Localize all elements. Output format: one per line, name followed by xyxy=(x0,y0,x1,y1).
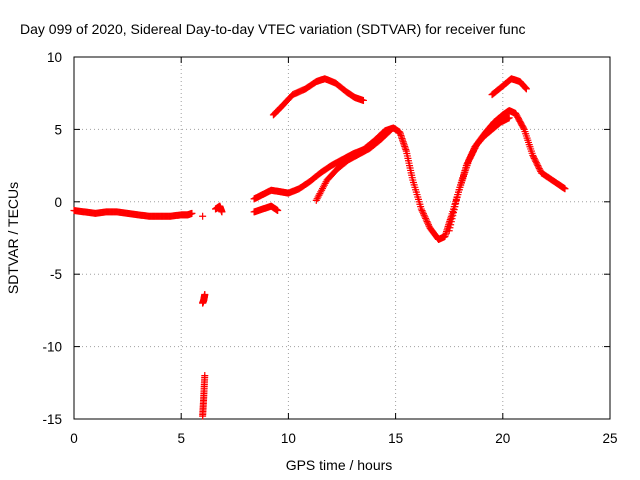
data-point xyxy=(467,151,475,159)
data-point xyxy=(447,218,455,226)
data-point xyxy=(449,212,457,220)
data-point xyxy=(199,212,207,220)
data-point xyxy=(417,205,425,213)
data-point xyxy=(467,152,475,160)
data-point xyxy=(445,227,453,235)
data-point xyxy=(188,209,196,217)
data-point xyxy=(450,206,458,214)
y-tick-label: 0 xyxy=(54,195,62,210)
data-point xyxy=(424,221,432,229)
data-point xyxy=(419,210,427,218)
data-point xyxy=(462,162,470,170)
x-tick-label: 15 xyxy=(388,431,403,446)
data-point xyxy=(453,194,461,202)
data-point xyxy=(274,206,282,214)
y-tick-label: -10 xyxy=(42,340,62,355)
x-tick-label: 0 xyxy=(70,431,78,446)
data-point xyxy=(218,208,226,216)
plot-frame xyxy=(73,56,611,420)
data-point xyxy=(469,146,477,154)
x-tick-label: 5 xyxy=(177,431,185,446)
grid-lines xyxy=(74,57,610,419)
y-tick-label: 5 xyxy=(54,122,62,137)
data-point xyxy=(449,209,457,217)
data-point xyxy=(448,215,456,223)
data-point xyxy=(422,214,430,222)
data-point xyxy=(201,290,209,298)
data-point xyxy=(464,157,472,165)
x-axis-label: GPS time / hours xyxy=(286,457,393,473)
data-point xyxy=(466,154,474,162)
data-point xyxy=(561,185,569,193)
data-point xyxy=(520,124,528,132)
data-point xyxy=(419,208,427,216)
data-point xyxy=(452,200,460,208)
data-point xyxy=(421,213,429,221)
data-point xyxy=(446,224,454,232)
x-tick-label: 20 xyxy=(495,431,510,446)
data-point xyxy=(201,372,209,380)
data-points xyxy=(70,75,569,420)
data-point xyxy=(469,147,477,155)
data-point xyxy=(451,203,459,211)
data-point xyxy=(505,114,513,122)
y-tick-label: 10 xyxy=(47,50,62,65)
y-axis-label: SDTVAR / TECUs xyxy=(5,182,21,294)
y-tick-label: -15 xyxy=(42,412,62,427)
data-point xyxy=(424,219,432,227)
axis-ticks: 0 5 10 15 20 25 -15 -10 -5 0 5 10 xyxy=(42,50,617,446)
x-tick-label: 10 xyxy=(281,431,296,446)
data-point xyxy=(464,158,472,166)
data-point xyxy=(387,125,395,133)
y-tick-label: -5 xyxy=(50,267,62,282)
data-point xyxy=(452,197,460,205)
data-point xyxy=(463,160,471,168)
data-point xyxy=(447,221,455,229)
data-point xyxy=(359,96,367,104)
x-tick-label: 25 xyxy=(602,431,617,446)
data-point xyxy=(465,155,473,163)
data-point xyxy=(522,85,530,93)
data-point xyxy=(418,207,426,215)
chart-title: Day 099 of 2020, Sidereal Day-to-day VTE… xyxy=(20,21,526,37)
data-point xyxy=(468,149,476,157)
data-point xyxy=(423,218,431,226)
data-point xyxy=(422,216,430,224)
data-point xyxy=(420,211,428,219)
data-point xyxy=(386,126,394,134)
